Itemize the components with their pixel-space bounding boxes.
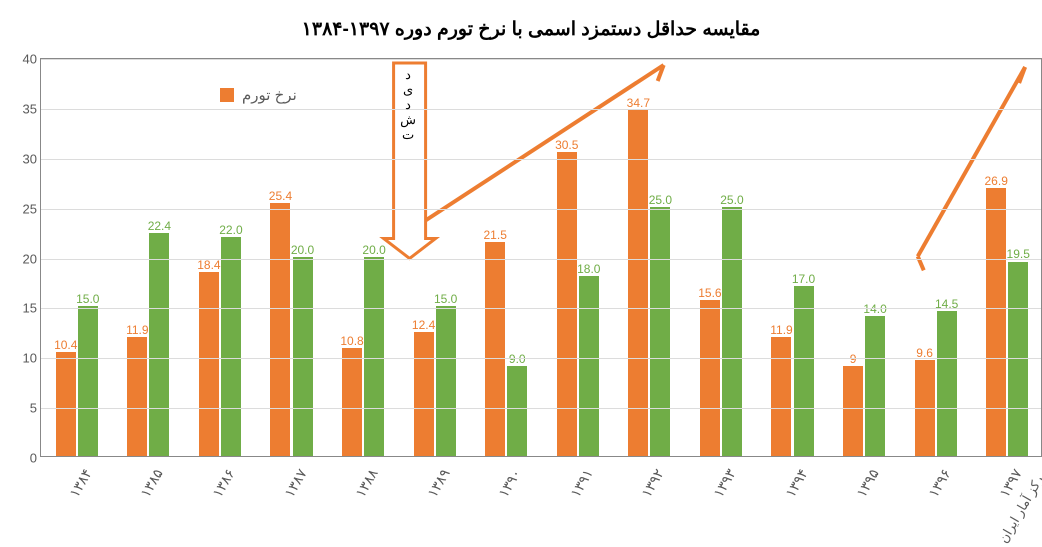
x-axis-label: ۱۳۹۶: [925, 466, 955, 501]
bar-value-label: 25.4: [269, 189, 292, 203]
bar-value-label: 34.7: [627, 96, 650, 110]
bar-inflation: [700, 300, 720, 456]
gridline: [41, 109, 1041, 110]
bar-inflation: [628, 110, 648, 456]
gridline: [41, 308, 1041, 309]
x-axis-label: ۱۳۸۶: [209, 466, 239, 501]
y-axis-label: 5: [13, 401, 37, 416]
bar-wage: [293, 257, 313, 457]
bar-wage: [364, 257, 384, 457]
bar-wage: [507, 366, 527, 456]
bar-value-label: 22.4: [148, 219, 171, 233]
y-axis-label: 40: [13, 52, 37, 67]
bar-wage: [149, 233, 169, 456]
bar-value-label: 11.9: [126, 323, 148, 337]
y-axis-label: 20: [13, 251, 37, 266]
x-axis-label: ۱۳۹۵: [853, 466, 883, 501]
bar-value-label: 30.5: [555, 138, 578, 152]
gridline: [41, 408, 1041, 409]
bar-wage: [650, 207, 670, 456]
y-axis-label: 15: [13, 301, 37, 316]
bar-value-label: 25.0: [720, 193, 743, 207]
y-axis-label: 10: [13, 351, 37, 366]
bar-value-label: 15.6: [698, 286, 721, 300]
legend-label: نرخ تورم: [242, 86, 297, 104]
bar-inflation: [771, 337, 791, 456]
y-axis-label: 25: [13, 201, 37, 216]
bar-value-label: 18.4: [197, 258, 220, 272]
bar-value-label: 21.5: [484, 228, 507, 242]
bar-value-label: 12.4: [412, 318, 435, 332]
bar-value-label: 11.9: [770, 323, 792, 337]
bar-wage: [722, 207, 742, 456]
gridline: [41, 358, 1041, 359]
y-axis-label: 0: [13, 451, 37, 466]
chart-title: مقایسه حداقل دستمزد اسمی با نرخ تورم دور…: [10, 10, 1042, 45]
x-axis-label: ۱۳۸۹: [424, 466, 454, 501]
y-axis-label: 35: [13, 101, 37, 116]
bar-inflation: [199, 272, 219, 456]
plot-area: 10.4 15.0 11.9 22.4 18.4 22.0 25.4 20.0 10.8 20.0…: [40, 58, 1042, 457]
gridline: [41, 209, 1041, 210]
bar-inflation: [485, 242, 505, 456]
x-axis-label: ۱۳۸۷: [280, 466, 310, 501]
bar-value-label: 17.0: [792, 272, 815, 286]
bar-inflation: [986, 188, 1006, 456]
x-axis-label: ۱۳۹۲: [638, 466, 668, 501]
chart-container: مقایسه حداقل دستمزد اسمی با نرخ تورم دور…: [10, 10, 1042, 537]
bar-value-label: 20.0: [362, 243, 385, 257]
bar-value-label: 20.0: [291, 243, 314, 257]
legend: نرخ تورم: [220, 86, 297, 104]
bar-inflation: [127, 337, 147, 456]
x-axis-label: ۱۳۹۱: [567, 466, 597, 501]
x-axis-label: ۱۳۸۸: [352, 466, 382, 501]
x-axis-label: ۱۳۸۴: [66, 466, 96, 501]
bar-wage: [865, 316, 885, 456]
bar-inflation: [557, 152, 577, 456]
x-axis-label: ۱۳۹۳: [710, 466, 740, 501]
bar-value-label: 25.0: [649, 193, 672, 207]
bar-inflation: [414, 332, 434, 456]
gridline: [41, 59, 1041, 60]
gridline: [41, 159, 1041, 160]
bar-wage: [221, 237, 241, 456]
bar-inflation: [342, 348, 362, 456]
bar-value-label: 10.8: [340, 334, 363, 348]
bars-layer: 10.4 15.0 11.9 22.4 18.4 22.0 25.4 20.0 10.8 20.0…: [41, 59, 1041, 456]
bar-inflation: [56, 352, 76, 456]
x-axis-label: ۱۳۸۵: [137, 466, 167, 501]
bar-wage: [436, 306, 456, 456]
bar-wage: [794, 286, 814, 456]
bar-value-label: 22.0: [219, 223, 242, 237]
bar-value-label: 15.0: [76, 292, 99, 306]
bar-inflation: [843, 366, 863, 456]
bar-value-label: 26.9: [985, 174, 1008, 188]
y-axis-label: 30: [13, 151, 37, 166]
bar-value-label: 18.0: [577, 262, 600, 276]
bar-value-label: 10.4: [54, 338, 77, 352]
bar-wage: [937, 311, 957, 456]
bar-wage: [78, 306, 98, 456]
legend-swatch: [220, 88, 234, 102]
gridline: [41, 259, 1041, 260]
bar-value-label: 15.0: [434, 292, 457, 306]
bar-wage: [579, 276, 599, 456]
x-axis-label: ۱۳۹۴: [781, 466, 811, 501]
arrow-annotation-label: تشدید: [402, 68, 417, 143]
x-axis-label: ۱۳۹۰: [495, 466, 525, 501]
bar-inflation: [270, 203, 290, 456]
